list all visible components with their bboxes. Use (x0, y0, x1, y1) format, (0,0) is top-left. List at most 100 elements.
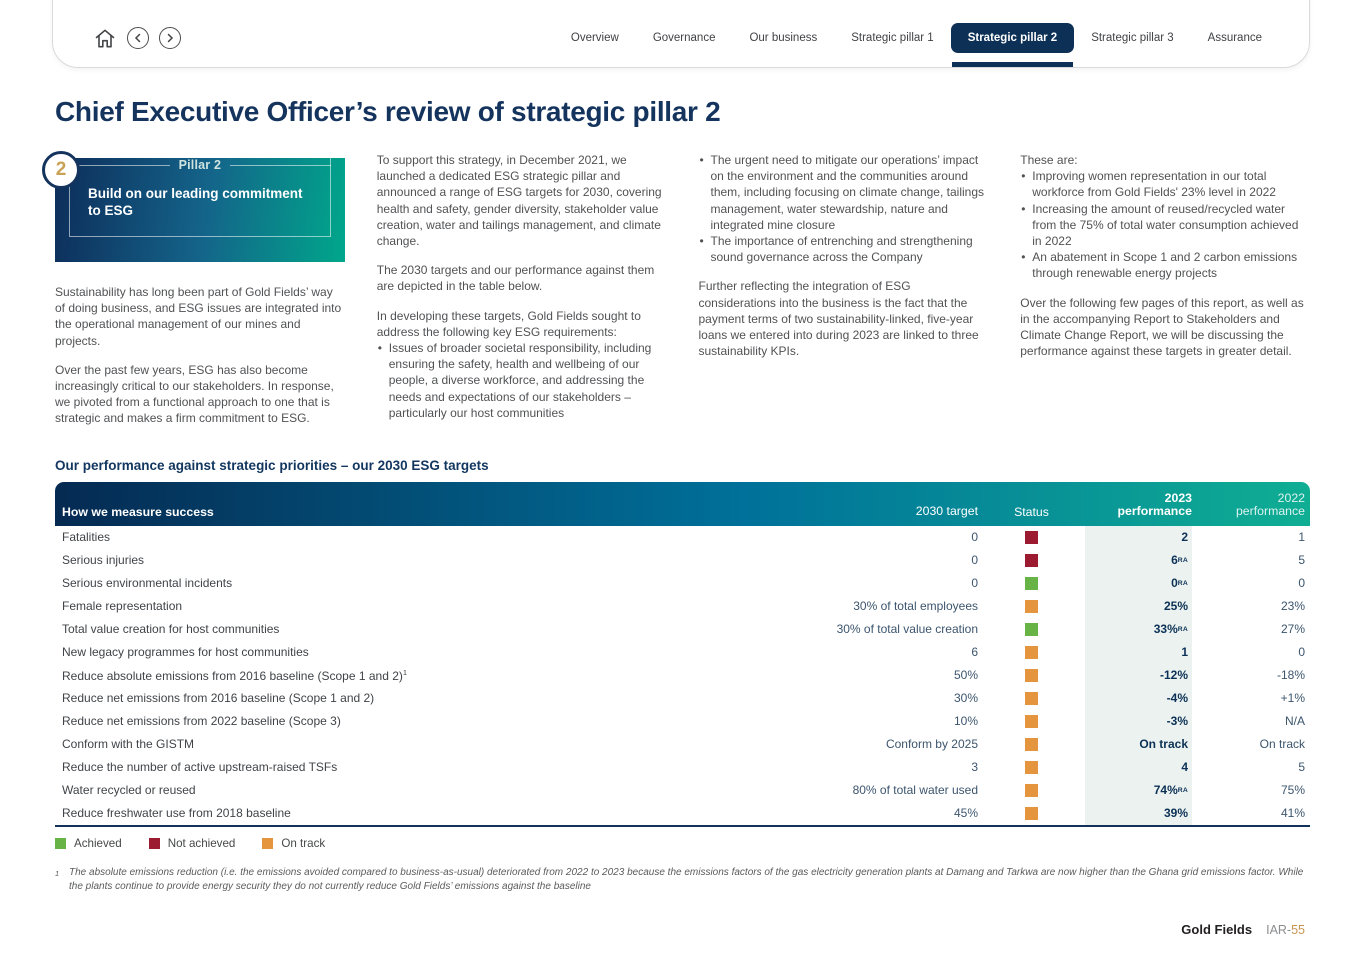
column-header-status: Status (1014, 504, 1049, 519)
tab-our-business[interactable]: Our business (749, 32, 818, 44)
paragraph: Over the following few pages of this rep… (1020, 295, 1304, 359)
tab-governance[interactable]: Governance (652, 32, 716, 44)
row-label: Reduce net emissions from 2022 baseline … (62, 714, 341, 729)
bullet-item: Improving women representation in our to… (1020, 168, 1310, 200)
row-2022-performance: N/A (1284, 714, 1305, 729)
row-label: Serious injuries (62, 553, 145, 568)
row-2023-performance: 4 (1085, 755, 1192, 779)
row-2023-performance: 2 (1085, 525, 1192, 549)
pillar-number-badge: 2 (42, 151, 80, 189)
table-row: Total value creation for host communitie… (55, 617, 1310, 641)
column-header-2023: 2023 performance (1117, 490, 1193, 519)
tab-assurance[interactable]: Assurance (1207, 32, 1262, 44)
row-2023-performance: -3% (1085, 709, 1192, 733)
bullet-list: Improving women representation in our to… (1020, 168, 1310, 281)
row-2022-performance: 75% (1280, 783, 1305, 798)
row-2030-target: 0 (971, 530, 978, 545)
tab-strategic-pillar-1[interactable]: Strategic pillar 1 (851, 32, 934, 44)
status-achieved-square (1025, 576, 1038, 590)
bullet-item: The importance of entrenching and streng… (699, 233, 989, 265)
row-2022-performance: 23% (1280, 599, 1305, 614)
row-2023-performance: 33% RA (1085, 617, 1192, 641)
tab-strategic-pillar-3[interactable]: Strategic pillar 3 (1091, 32, 1174, 44)
legend-item-not-achieved: Not achieved (148, 837, 235, 850)
status-not-achieved-square (1025, 530, 1038, 544)
text-column-1: 2 Pillar 2 Build on our leading commitme… (42, 151, 345, 440)
row-status (978, 691, 1085, 705)
status-legend: Achieved Not achieved On track (55, 837, 1310, 850)
row-2030-target: 30% of total value creation (836, 622, 978, 637)
footnote: 1 The absolute emissions reduction (i.e.… (55, 866, 1310, 895)
tab-overview[interactable]: Overview (570, 32, 619, 44)
bullet-item: Increasing the amount of reused/recycled… (1020, 201, 1310, 250)
bullet-list: The urgent need to mitigate our operatio… (699, 152, 989, 265)
paragraph: Further reflecting the integration of ES… (698, 279, 979, 359)
status-on-track-square (1025, 714, 1038, 728)
row-status (978, 576, 1085, 590)
table-row: Fatalities 0 2 1 (55, 525, 1310, 549)
home-icon[interactable] (93, 26, 117, 50)
row-label: Female representation (62, 599, 183, 614)
row-2030-target: Conform by 2025 (885, 737, 978, 752)
legend-on-track-square (262, 837, 274, 849)
bullet-item: Issues of broader societal responsibilit… (377, 340, 667, 421)
pillar-title: Build on our leading commitment to ESG (88, 186, 303, 218)
column-header-measure: How we measure success (62, 504, 214, 519)
row-status (978, 599, 1085, 613)
column-header-2022: 2022 performance (1235, 490, 1305, 519)
paragraph: Sustainability has long been part of Gol… (55, 285, 342, 348)
nav-tabs: Overview Governance Our business Strategic … (554, 23, 1279, 67)
row-status (978, 553, 1085, 567)
pillar-2-card: 2 Pillar 2 Build on our leading commitme… (42, 151, 345, 262)
tab-strategic-pillar-2[interactable]: Strategic pillar 2 (950, 23, 1075, 67)
row-2023-performance: 0 RA (1085, 571, 1192, 595)
status-on-track-square (1025, 645, 1038, 659)
row-label: Reduce the number of active upstream-rai… (62, 760, 338, 775)
row-label: Reduce net emissions from 2016 baseline … (62, 691, 375, 706)
row-status (978, 714, 1085, 728)
paragraph: To support this strategy, in December 20… (376, 153, 662, 249)
text-column-2: To support this strategy, in December 20… (377, 152, 667, 440)
status-on-track-square (1025, 691, 1038, 705)
back-arrow-icon[interactable] (127, 27, 149, 49)
row-2022-performance: 5 (1298, 553, 1305, 568)
footer-page-number: IAR-55 (1266, 923, 1305, 937)
row-2023-performance: 1 (1085, 640, 1192, 664)
row-2023-performance: 25% (1085, 594, 1192, 618)
column-header-target: 2030 target (915, 504, 978, 519)
row-label: Total value creation for host communitie… (62, 622, 280, 637)
table-row: Conform with the GISTM Conform by 2025 On … (55, 732, 1310, 756)
row-2022-performance: +1% (1280, 691, 1305, 706)
text-column-3: The urgent need to mitigate our operatio… (699, 152, 989, 440)
forward-arrow-icon[interactable] (159, 27, 181, 49)
footnote-text: The absolute emissions reduction (i.e. t… (69, 866, 1304, 893)
table-row: Water recycled or reused 80% of total wat… (55, 778, 1310, 802)
row-status (978, 806, 1085, 820)
status-not-achieved-square (1025, 553, 1038, 567)
row-status (978, 530, 1085, 544)
table-row: Reduce freshwater use from 2018 baseline… (55, 801, 1310, 825)
row-2022-performance: 41% (1280, 806, 1305, 821)
status-achieved-square (1025, 622, 1038, 636)
row-label: Conform with the GISTM (62, 737, 195, 752)
row-2023-performance: 74% RA (1085, 778, 1192, 802)
table-rows: Fatalities 0 2 1 Serious injuries 0 6 RA 5 Seriou… (55, 525, 1310, 827)
row-label: Reduce absolute emissions from 2016 base… (62, 667, 408, 683)
top-navigation-bar: Overview Governance Our business Strategic … (52, 0, 1310, 68)
bullet-list: Issues of broader societal responsibilit… (377, 340, 667, 421)
status-on-track-square (1025, 783, 1038, 797)
esg-targets-section: Our performance against strategic priori… (55, 458, 1310, 895)
row-label: Water recycled or reused (62, 783, 196, 798)
row-2023-performance: -12% (1085, 663, 1192, 687)
row-2030-target: 3 (971, 760, 978, 775)
row-2030-target: 30% (953, 691, 978, 706)
row-label: Reduce freshwater use from 2018 baseline (62, 806, 291, 821)
table-section-title: Our performance against strategic priori… (55, 457, 489, 473)
status-on-track-square (1025, 599, 1038, 613)
page-title: Chief Executive Officer’s review of stra… (55, 96, 721, 127)
row-2030-target: 0 (971, 576, 978, 591)
status-on-track-square (1025, 806, 1038, 820)
paragraph: In developing these targets, Gold Fields… (376, 308, 641, 339)
text-column-4: These are: Improving women representatio… (1020, 152, 1310, 440)
